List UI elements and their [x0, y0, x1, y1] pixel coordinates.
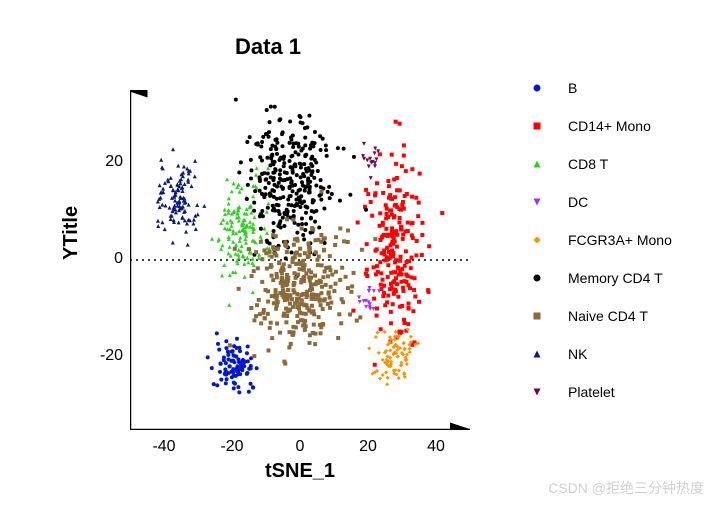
legend-marker-icon [530, 119, 544, 133]
legend-label: NK [568, 346, 587, 362]
x-tick-label: -20 [217, 438, 247, 456]
watermark: CSDN @拒绝三分钟热度 [548, 478, 704, 498]
legend-label: CD14+ Mono [568, 118, 651, 134]
legend-marker-icon [530, 233, 544, 247]
legend-item: FCGR3A+ Mono [530, 232, 672, 248]
legend-marker-icon [530, 157, 544, 171]
legend-item: Platelet [530, 384, 672, 400]
legend-marker-icon [530, 271, 544, 285]
legend: B CD14+ Mono CD8 T DC FCGR3A+ Mono Memory CD4… [530, 80, 672, 422]
legend-label: FCGR3A+ Mono [568, 232, 672, 248]
y-tick-label: 20 [85, 153, 123, 171]
y-tick-label: 0 [85, 250, 123, 268]
legend-label: CD8 T [568, 156, 608, 172]
legend-marker-icon [530, 309, 544, 323]
legend-item: B [530, 80, 672, 96]
legend-marker-icon [530, 385, 544, 399]
legend-item: Memory CD4 T [530, 270, 672, 286]
legend-label: Memory CD4 T [568, 270, 663, 286]
chart-title: Data 1 [235, 34, 301, 60]
legend-marker-icon [530, 195, 544, 209]
legend-item: Naive CD4 T [530, 308, 672, 324]
y-axis-label: YTitle [60, 206, 83, 260]
legend-item: CD8 T [530, 156, 672, 172]
x-tick-label: 40 [421, 438, 451, 456]
x-tick-label: -40 [149, 438, 179, 456]
legend-item: NK [530, 346, 672, 362]
x-tick-label: 0 [285, 438, 315, 456]
legend-item: CD14+ Mono [530, 118, 672, 134]
legend-item: DC [530, 194, 672, 210]
chart-container: Data 1 YTitle tSNE_1 -40 -20 0 20 40 -20 0 20 B… [0, 0, 724, 508]
legend-label: Naive CD4 T [568, 308, 648, 324]
y-tick-label: -20 [85, 347, 123, 365]
legend-label: Platelet [568, 384, 615, 400]
legend-marker-icon [530, 347, 544, 361]
legend-label: B [568, 80, 577, 96]
scatter-plot [130, 90, 470, 430]
legend-label: DC [568, 194, 588, 210]
x-axis-label: tSNE_1 [265, 460, 335, 483]
legend-marker-icon [530, 81, 544, 95]
x-tick-label: 20 [353, 438, 383, 456]
